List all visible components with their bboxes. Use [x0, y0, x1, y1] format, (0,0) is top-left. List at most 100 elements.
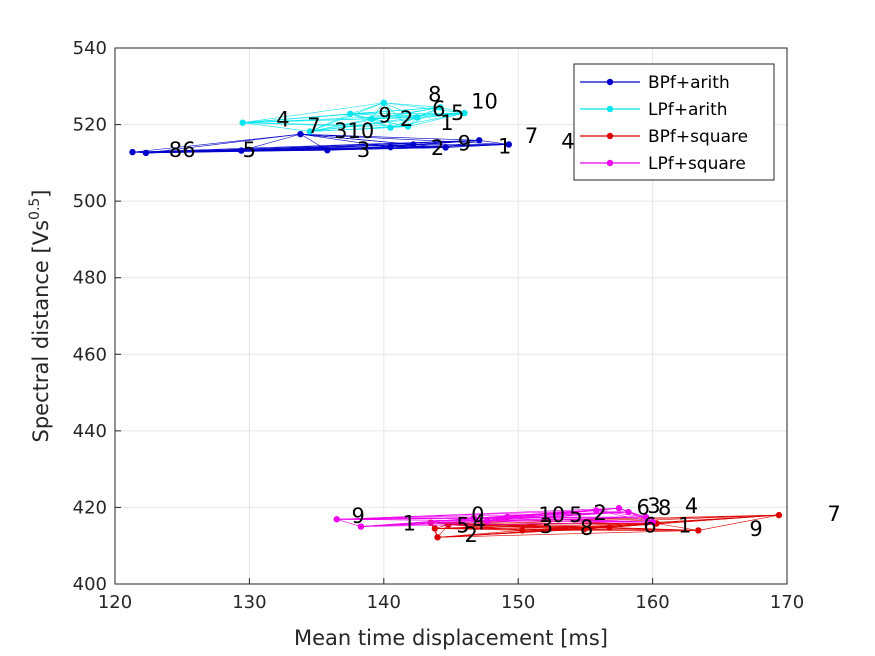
series-link-line	[698, 514, 779, 531]
point-label: 6	[182, 138, 195, 162]
point-label: 4	[473, 511, 486, 535]
point-labels: 8 6 5 3 2 9 1 7 44 7 3 109 2 186 5 105 42 3 8 6 1 979 1 0 10 5 2 63…	[169, 83, 841, 547]
series-link-line	[390, 144, 509, 148]
y-axis-label: Spectral distance [Vs0.5]	[27, 190, 53, 443]
series-link-line	[609, 527, 699, 531]
data-point	[368, 115, 375, 123]
plot-frame	[114, 47, 788, 585]
series-link-line	[390, 112, 465, 128]
series-link-line	[309, 113, 351, 132]
y-tick-label: 540	[73, 38, 107, 59]
x-tick-label: 120	[98, 592, 132, 613]
series-link-line	[437, 530, 699, 538]
data-point	[649, 518, 656, 526]
point-label: 10	[348, 119, 375, 143]
series-link-line	[242, 102, 384, 123]
series-link-line	[309, 102, 384, 132]
y-axis-label-superscript: 0.5	[27, 198, 43, 220]
data-point	[297, 130, 304, 138]
series-link-line	[584, 528, 699, 531]
point-label: 1	[440, 111, 453, 135]
data-point	[519, 527, 526, 534]
data-point	[414, 114, 421, 121]
point-label: 9	[378, 103, 391, 127]
data-point	[606, 524, 613, 531]
legend-marker	[606, 105, 614, 113]
point-label: 5	[569, 503, 582, 527]
data-point	[505, 141, 512, 148]
data-point	[461, 109, 468, 117]
data-point	[695, 527, 702, 534]
data-point	[445, 521, 452, 528]
point-label: 7	[827, 502, 840, 526]
series-link-line	[445, 144, 509, 148]
point-label: 3	[357, 138, 370, 162]
series-lpf-square	[333, 504, 656, 530]
series-bpf-arith	[129, 130, 512, 157]
data-point	[775, 511, 783, 519]
point-label: 8	[580, 516, 593, 540]
series-link-line	[445, 139, 480, 148]
point-label: 8	[658, 496, 671, 520]
series-link-line	[371, 107, 441, 120]
point-label: 8	[169, 138, 182, 162]
series-link-line	[350, 112, 465, 115]
y-tick-label: 460	[73, 344, 107, 365]
series-link-line	[360, 516, 646, 527]
point-label: 6	[432, 97, 445, 121]
series-link-line	[596, 507, 620, 511]
data-point	[410, 141, 417, 148]
series-link-line	[350, 102, 384, 115]
legend: BPf+arith LPf+arith BPf+square LPf+square	[573, 63, 775, 181]
point-label: 8	[428, 83, 441, 107]
series-link-line	[487, 520, 653, 523]
y-tick-label: 500	[73, 191, 107, 212]
series-link-line	[656, 523, 699, 531]
x-tick-label: 150	[501, 592, 535, 613]
series-link-line	[132, 133, 301, 153]
point-label: 6	[643, 513, 656, 537]
series-link-line	[242, 122, 310, 132]
point-label: 2	[400, 107, 413, 131]
data-point	[142, 149, 150, 157]
point-label: 5	[451, 101, 464, 125]
data-point	[387, 124, 394, 131]
x-axis-label: Mean time displacement [ms]	[294, 626, 608, 650]
x-tick-label: 140	[367, 592, 401, 613]
series-link-line	[448, 514, 779, 525]
series-layer	[129, 99, 783, 541]
series-link-line	[336, 519, 362, 527]
data-point	[437, 104, 444, 111]
point-label: 9	[749, 517, 762, 541]
series-link-line	[336, 507, 620, 520]
data-point	[476, 137, 483, 144]
data-point	[380, 99, 387, 106]
x-tick-label: 160	[635, 592, 669, 613]
legend-marker	[606, 78, 614, 86]
series-link-line	[596, 510, 629, 513]
series-link-line	[656, 514, 779, 524]
series-link-line	[440, 107, 465, 114]
data-point	[625, 508, 632, 516]
data-point	[238, 147, 245, 154]
data-point	[470, 514, 478, 522]
data-point	[592, 507, 600, 514]
point-label: 7	[525, 124, 538, 148]
data-point	[615, 504, 623, 512]
series-link-line	[371, 102, 385, 120]
y-tick-label: 520	[73, 115, 107, 136]
data-point	[387, 143, 394, 151]
data-point	[434, 534, 441, 541]
series-link-line	[413, 144, 446, 148]
series-link-line	[241, 133, 301, 151]
point-label: 7	[307, 114, 320, 138]
series-link-line	[473, 517, 653, 523]
point-label: 1	[678, 513, 691, 537]
data-point	[129, 148, 136, 156]
x-tick-label: 170	[770, 592, 804, 613]
series-link-line	[300, 133, 480, 141]
point-label: 3	[540, 514, 553, 538]
point-label: 2	[431, 136, 444, 160]
data-point	[504, 513, 511, 521]
y-axis-label-end: ]	[29, 190, 53, 198]
